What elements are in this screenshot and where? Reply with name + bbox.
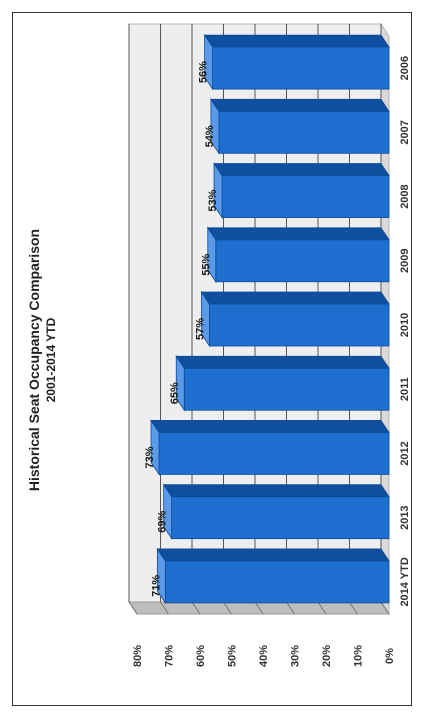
bar — [158, 432, 390, 475]
y-tick-label: 50% — [227, 645, 239, 667]
x-tick-label: 2008 — [399, 184, 411, 208]
bar-side-face — [210, 98, 390, 112]
gridline-depth — [191, 601, 201, 615]
chart-subtitle: 2001-2014 YTD — [44, 317, 58, 403]
bar — [221, 175, 390, 218]
data-label: 71% — [150, 575, 162, 597]
bar — [209, 303, 390, 347]
gridline-depth — [254, 601, 264, 615]
data-label: 54% — [204, 125, 216, 147]
data-label: 57% — [194, 318, 206, 340]
gridline-depth — [349, 601, 358, 615]
gridline-depth — [128, 601, 138, 615]
chart-title-block: Historical Seat Occupancy Comparison 200… — [26, 229, 58, 491]
y-tick-label: 0% — [384, 648, 396, 664]
bar-side-face — [156, 548, 390, 562]
data-label: 69% — [157, 510, 169, 532]
bar — [164, 560, 390, 604]
x-tick-label: 2012 — [399, 441, 411, 465]
data-label: 73% — [144, 446, 156, 468]
y-tick-label: 40% — [258, 645, 270, 667]
x-tick-label: 2011 — [399, 377, 411, 401]
bar-side-face — [207, 227, 390, 241]
data-label: 65% — [169, 382, 181, 404]
gridline-depth — [160, 601, 169, 615]
x-tick-label: 2014 YTD — [399, 557, 411, 606]
x-tick-label: 2006 — [399, 56, 411, 80]
bar-side-face — [150, 420, 390, 433]
data-label: 55% — [201, 254, 213, 276]
y-tick-label: 60% — [195, 645, 207, 667]
gridline-depth — [380, 601, 390, 615]
y-tick-label: 20% — [321, 645, 333, 667]
y-tick-label: 80% — [132, 645, 144, 667]
bar-side-face — [203, 34, 390, 48]
gridline-depth — [286, 601, 295, 615]
bar-side-face — [200, 291, 390, 305]
x-tick-label: 2013 — [399, 505, 411, 529]
bar-side-face — [162, 484, 390, 498]
bar-side-face — [175, 355, 390, 369]
x-tick-label: 2009 — [399, 249, 411, 273]
bar-side-face — [213, 163, 390, 176]
data-label: 56% — [198, 61, 210, 83]
bar — [218, 110, 390, 154]
y-tick-label: 70% — [164, 645, 176, 667]
gridline-depth — [223, 601, 232, 615]
data-label: 53% — [207, 189, 219, 211]
gridline-depth — [317, 601, 327, 615]
chart-title: Historical Seat Occupancy Comparison — [26, 228, 42, 492]
y-tick-label: 10% — [353, 645, 365, 667]
y-tick-label: 30% — [290, 645, 302, 667]
bar — [212, 46, 390, 90]
x-tick-label: 2007 — [399, 120, 411, 144]
bar — [215, 239, 390, 283]
bar — [183, 367, 390, 411]
bar — [171, 496, 390, 540]
x-tick-label: 2010 — [399, 313, 411, 337]
